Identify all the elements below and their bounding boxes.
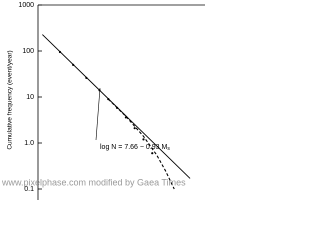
y-tick-label: 10 [26,94,34,101]
watermark: www.pixelphase.com modified by Gaea Time… [1,177,186,187]
background [0,0,210,200]
chart: Cumulative frequency (event/year) log N … [0,0,210,200]
y-tick-label: 1.0 [24,140,34,147]
data-point [151,152,154,155]
annotation-main: log N = 7.66 − 0.93 M [100,144,167,151]
data-point [133,127,136,130]
dashed-curve [107,98,175,190]
annotation-leader [95,87,101,141]
annotation-subscript: s [167,146,170,152]
y-tick-label: 1000 [18,2,34,9]
y-axis-label: Cumulative frequency (event/year) [7,50,14,149]
y-tick-label: 0.1 [24,186,34,193]
y-tick-label: 100 [22,48,34,55]
annotation: log N = 7.66 − 0.93 Ms [100,144,170,152]
data-point [142,138,145,141]
